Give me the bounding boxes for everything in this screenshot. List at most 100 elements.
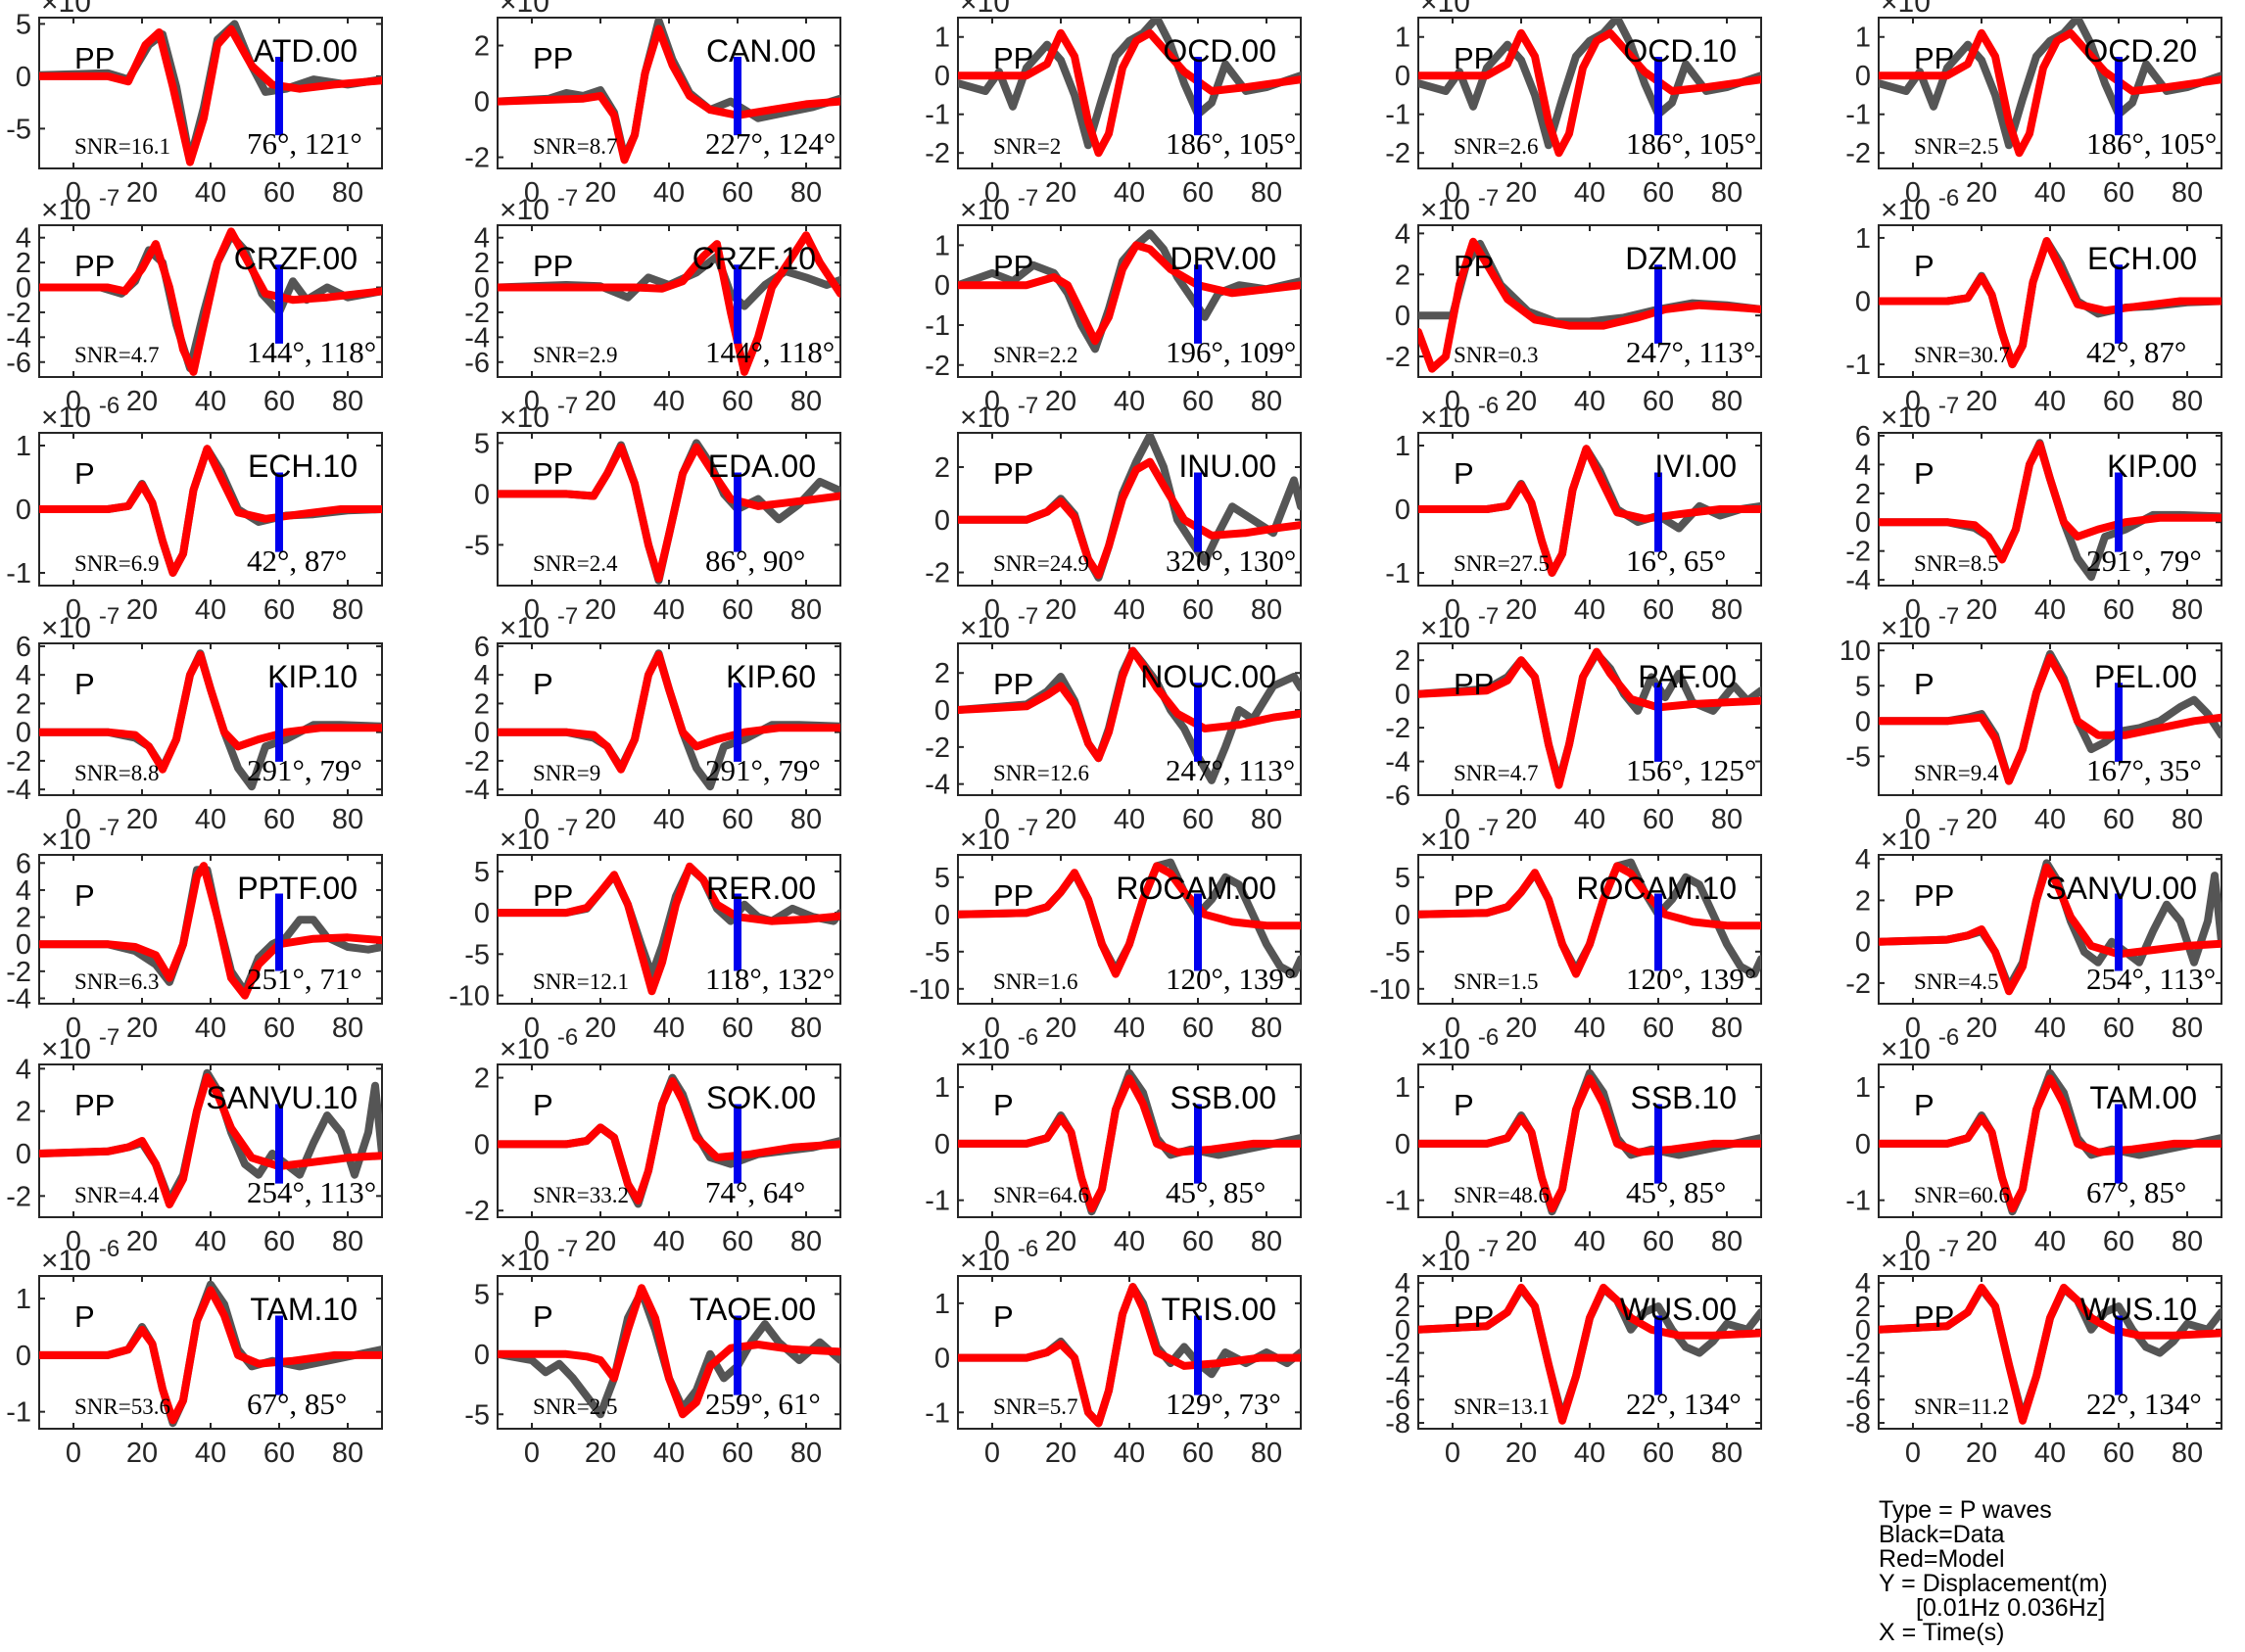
y-tick-label: -2 [1385,342,1410,373]
x-tick-label: 0 [984,1438,1000,1469]
y-tick-label: 0 [934,695,950,727]
x-tick-label: 60 [1643,386,1674,417]
y-tick-label: 5 [934,863,950,894]
x-tick-label: 40 [1114,1226,1145,1257]
x-tick-label: 0 [984,1226,1000,1257]
station-label: NOUC.00 [1140,659,1276,694]
y-tick-label: 6 [1855,421,1871,452]
y-tick-label: 0 [1395,495,1410,526]
azimuth-label: 167°, 35° [2086,753,2202,787]
y-exponent-label: ×10-7 [1420,815,1499,856]
y-tick-label: 1 [1395,1072,1410,1104]
azimuth-label: 45°, 85° [1626,1175,1726,1209]
panel-eda-00: 0 20 40 60 80 -5 0 5 ×10 -7 PP EDA.00 SNR=2.4 86°, 90… [464,393,841,626]
x-tick-label: 60 [722,594,753,626]
x-tick-label: 0 [66,804,81,835]
x-tick-label: 0 [524,1013,540,1044]
x-tick-label: 80 [1251,594,1282,626]
y-tick-label: -2 [6,957,31,988]
x-tick-label: 40 [1114,1013,1145,1044]
x-tick-label: 80 [2172,804,2203,835]
model-trace [958,862,1301,978]
y-exponent-label: ×10 -6 [1881,185,1959,226]
snr-label: SNR=9 [533,761,600,785]
y-tick-label: 0 [934,1129,950,1160]
x-tick-label: 0 [66,594,81,626]
phase-label: P [533,667,553,701]
snr-label: SNR=1.5 [1454,969,1538,994]
station-label: TAM.00 [2089,1080,2197,1115]
azimuth-label: 120°, 139° [1626,962,1756,996]
panel-sok-00: 0 20 40 60 80 -2 0 2 ×10 -6 P SOK.00 SNR=33.2 74°, 64… [464,1024,841,1257]
snr-label: SNR=11.2 [1914,1394,2009,1419]
phase-label: PP [533,41,573,75]
y-tick-label: -5 [925,937,950,968]
y-tick-label: -2 [925,732,950,764]
azimuth-label: 291°, 79° [705,753,821,787]
azimuth-label: 45°, 85° [1166,1175,1266,1209]
station-label: OCD.10 [1623,33,1737,69]
x-tick-label: 40 [195,386,226,417]
y-tick-label: 0 [16,1139,31,1170]
x-tick-label: 60 [1182,804,1214,835]
y-tick-label: 1 [1395,431,1410,462]
x-tick-label: 80 [2172,1226,2203,1257]
panel-atd-00: 0 20 40 60 80 -5 0 5 ×10-7 PP ATD.00 SNR=16.1 76°, 1… [6,0,383,209]
y-tick-label: 2 [16,688,31,720]
panel-pel-00: 0 20 40 60 80 -5 0 5 10 ×10 -7 P PEL.00 SNR=9.4 167°, … [1839,603,2222,835]
station-label: TAOE.00 [690,1292,816,1327]
panel-ocd-20: 0 20 40 60 80 -2 -1 0 1 ×10-7 PP OCD.20 SNR=2.5 186°,… [1845,0,2222,209]
y-tick-label: -2 [1845,537,1871,568]
station-label: SSB.10 [1630,1080,1737,1115]
snr-label: SNR=2.9 [533,343,617,367]
y-tick-label: 5 [1855,671,1871,702]
x-tick-label: 80 [1251,386,1282,417]
traces [958,858,1301,978]
y-tick-label: -2 [1845,138,1871,169]
y-tick-label: 5 [474,857,490,888]
x-tick-label: 80 [332,177,363,209]
x-tick-label: 60 [722,804,753,835]
y-tick-label: -6 [1385,780,1410,812]
station-label: WUS.00 [1620,1292,1737,1327]
y-tick-label: 4 [16,223,31,255]
station-label: CAN.00 [706,33,816,69]
azimuth-label: 196°, 109° [1166,335,1296,369]
x-tick-label: 80 [2172,1438,2203,1469]
y-tick-label: 0 [1855,1315,1871,1346]
panel-ech-00: 0 20 40 60 80 -1 0 1 ×10 -6 P ECH.00 SNR=30.7 42°, 87… [1845,185,2222,417]
azimuth-label: 227°, 124° [705,126,836,161]
y-tick-label: 5 [474,1279,490,1310]
traces [39,1068,382,1208]
x-tick-label: 20 [1505,177,1537,209]
panel-nouc-00: 0 20 40 60 80 -4 -2 0 2 ×10 -7 PP NOUC.00 SNR=12.6 247… [925,603,1302,835]
x-tick-label: 20 [126,1226,158,1257]
panel-sanvu-00: 0 20 40 60 80 -2 0 2 4 ×10 -7 PP SANVU.00 SNR=4.5 254°… [1845,815,2222,1044]
y-exponent-label: ×10 -6 [500,1024,578,1065]
y-exponent-label: ×10-7 [41,0,119,19]
x-tick-label: 0 [1445,177,1460,209]
x-tick-label: 60 [1643,1013,1674,1044]
y-tick-label: -5 [464,530,490,561]
y-tick-label: -2 [1845,968,1871,1000]
station-label: SOK.00 [706,1080,816,1115]
traces [1418,237,1761,373]
azimuth-label: 74°, 64° [705,1175,805,1209]
panel-taoe-00: 0 20 40 60 80 -5 0 5 ×10 -7 P TAOE.00 SNR=2.5 259°, 6… [464,1236,841,1469]
y-tick-label: 0 [16,718,31,749]
x-tick-label: 40 [2034,1226,2066,1257]
y-tick-label: 10 [1839,636,1871,667]
azimuth-label: 86°, 90° [705,543,805,578]
station-label: OCD.00 [1163,33,1276,69]
station-label: ECH.00 [2087,241,2197,276]
x-tick-label: 20 [585,177,616,209]
panel-dzm-00: 0 20 40 60 80 -2 0 2 4 ×10 -7 PP DZM.00 SNR=0.3 247°, … [1385,185,1762,417]
y-tick-label: 0 [16,495,31,526]
snr-label: SNR=30.7 [1914,343,2010,367]
x-tick-label: 20 [126,177,158,209]
x-tick-label: 80 [332,804,363,835]
y-exponent-label: ×10-7 [41,603,119,644]
y-tick-label: 1 [1855,23,1871,54]
